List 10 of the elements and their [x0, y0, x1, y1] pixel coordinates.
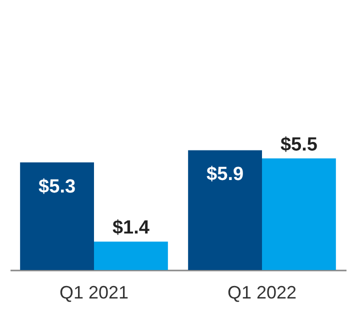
x-tick-label: Q1 2022 — [227, 282, 297, 302]
data-label: $1.4 — [112, 218, 150, 239]
data-label: $5.5 — [280, 134, 318, 156]
bar — [188, 150, 262, 270]
bar — [262, 158, 336, 270]
data-label: $5.3 — [38, 176, 76, 198]
bar — [20, 162, 94, 270]
bar — [94, 242, 168, 270]
data-label: $5.9 — [206, 164, 244, 186]
x-tick-label: Q1 2021 — [59, 282, 129, 302]
